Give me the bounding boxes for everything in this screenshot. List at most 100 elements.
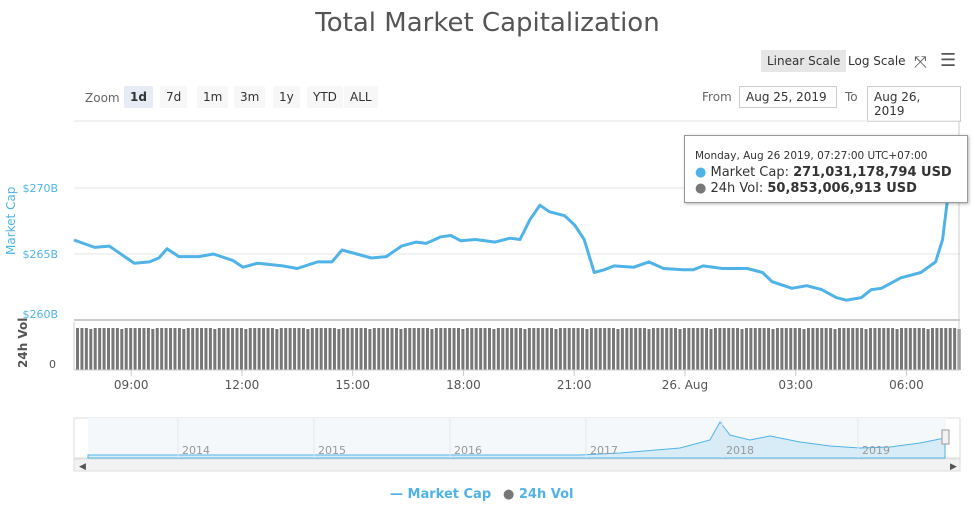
volume-bar: [767, 328, 771, 370]
navigator-year-label: 2014: [182, 444, 210, 457]
volume-bar: [492, 329, 496, 370]
volume-bar: [505, 328, 509, 370]
volume-bar: [700, 328, 704, 370]
chart-title: Total Market Capitalization: [315, 8, 660, 38]
zoom-1d-button[interactable]: 1d: [124, 86, 153, 108]
volume-bar: [634, 328, 638, 370]
x-tick-label: 03:00: [778, 378, 813, 392]
x-tick-label: 06:00: [889, 378, 924, 392]
volume-bar: [674, 328, 678, 370]
zoom-ytd-button[interactable]: YTD: [307, 86, 343, 108]
volume-bar: [789, 328, 793, 370]
mc-dot-icon: ●: [695, 165, 707, 180]
volume-bar: [629, 328, 633, 370]
scrollbar[interactable]: [73, 458, 961, 472]
zoom-label: Zoom: [85, 91, 120, 105]
x-tick-label: 15:00: [335, 378, 370, 392]
volume-bar: [567, 328, 571, 370]
volume-bar: [80, 328, 84, 370]
volume-bar: [758, 328, 762, 370]
legend-market-cap-label: Market Cap: [407, 487, 492, 502]
vol-axis-title: 24h Vol: [16, 318, 30, 368]
zoom-all-button[interactable]: ALL: [344, 86, 378, 108]
volume-bar: [682, 328, 686, 370]
x-tick-label: 18:00: [446, 378, 481, 392]
x-tick-label: 09:00: [114, 378, 149, 392]
volume-bar: [93, 328, 97, 370]
volume-bar: [253, 328, 257, 370]
fullscreen-icon[interactable]: ⤧: [914, 52, 927, 71]
navigator-handle[interactable]: [941, 429, 950, 445]
volume-bar: [394, 328, 398, 370]
volume-bar: [678, 329, 682, 370]
linear-scale-button[interactable]: Linear Scale: [761, 50, 847, 72]
volume-bar: [740, 329, 744, 370]
zoom-3m-button[interactable]: 3m: [234, 86, 266, 108]
volume-bar: [235, 328, 239, 370]
volume-bar: [647, 329, 651, 370]
volume-bar: [603, 328, 607, 370]
volume-bar: [279, 328, 283, 370]
volume-bar: [239, 328, 243, 370]
vol-tick-label: 0: [49, 358, 56, 371]
navigator-year-label: 2019: [862, 444, 890, 457]
volume-bar: [612, 328, 616, 370]
from-date-input[interactable]: Aug 25, 2019: [739, 86, 837, 108]
volume-bar: [877, 328, 881, 370]
zoom-1m-button[interactable]: 1m: [197, 86, 229, 108]
volume-bar: [208, 328, 212, 370]
volume-bar: [563, 328, 567, 370]
volume-bar: [182, 329, 186, 370]
volume-bar: [727, 328, 731, 370]
to-label: To: [845, 90, 858, 104]
volume-bar: [483, 328, 487, 370]
volume-bar: [713, 328, 717, 370]
volume-bar: [527, 328, 531, 370]
volume-bar: [266, 328, 270, 370]
volume-bar: [487, 328, 491, 370]
volume-bar: [359, 328, 363, 370]
volume-bar: [811, 328, 815, 370]
volume-bar: [709, 329, 713, 370]
volume-bar: [581, 328, 585, 370]
volume-bar: [501, 328, 505, 370]
volume-bar: [461, 329, 465, 370]
y-tick-label: $265B: [22, 248, 58, 261]
zoom-1y-button[interactable]: 1y: [273, 86, 300, 108]
volume-bar: [855, 328, 859, 370]
zoom-7d-button[interactable]: 7d: [160, 86, 188, 108]
volume-bar: [665, 328, 669, 370]
volume-bar: [523, 329, 527, 370]
volume-bar: [200, 328, 204, 370]
volume-bar: [173, 328, 177, 370]
volume-bar: [935, 328, 939, 370]
volume-bar: [222, 328, 226, 370]
volume-bar: [270, 328, 274, 370]
volume-bar: [160, 328, 164, 370]
volume-bar: [315, 328, 319, 370]
volume-bar: [328, 328, 332, 370]
volume-bar: [519, 328, 522, 370]
volume-bar: [124, 328, 128, 370]
volume-bar: [572, 328, 576, 370]
volume-bar: [643, 328, 647, 370]
volume-bar: [944, 328, 948, 370]
tooltip-vol-value: 50,853,006,913 USD: [767, 181, 917, 196]
volume-bar: [434, 328, 438, 370]
volume-bar: [151, 329, 155, 370]
volume-bar: [84, 328, 88, 370]
legend-market-cap[interactable]: — Market Cap: [390, 487, 492, 502]
volume-bar: [474, 328, 478, 370]
volume-bar: [186, 328, 190, 370]
log-scale-button[interactable]: Log Scale: [848, 54, 906, 68]
volume-bar: [412, 328, 416, 370]
legend-24h-vol[interactable]: ● 24h Vol: [503, 487, 574, 502]
volume-bar: [138, 328, 142, 370]
menu-icon[interactable]: ☰: [940, 50, 957, 71]
volume-bar: [837, 328, 841, 370]
volume-bar: [851, 328, 855, 370]
tooltip-mc-label: Market Cap:: [710, 165, 794, 180]
volume-bar: [669, 328, 673, 370]
